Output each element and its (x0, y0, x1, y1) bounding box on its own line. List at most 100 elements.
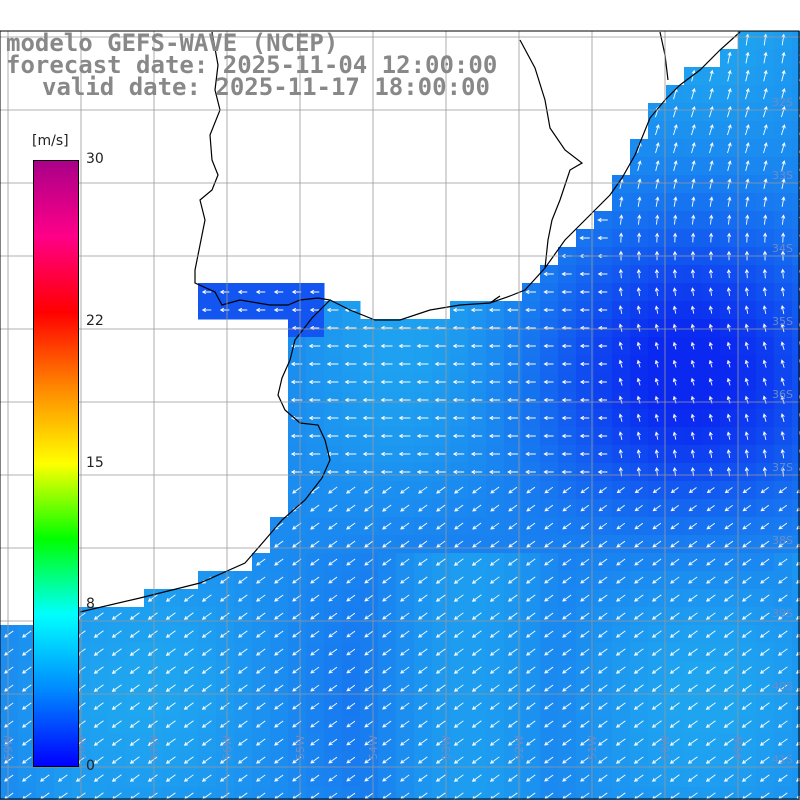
wind-arrow (434, 415, 447, 421)
wind-arrow (417, 594, 428, 602)
wind-arrow (201, 720, 212, 728)
wind-arrow (777, 774, 788, 782)
wind-arrow (561, 397, 572, 403)
wind-arrow (525, 379, 536, 385)
wind-arrow (526, 540, 536, 548)
wind-arrow (544, 756, 554, 764)
wind-arrow (654, 449, 659, 458)
wind-cell (792, 625, 800, 644)
wind-arrow (741, 684, 752, 692)
wind-arrow (763, 69, 768, 82)
wind-arrow (183, 720, 194, 728)
wind-arrow (745, 160, 750, 172)
wind-arrow (219, 648, 230, 656)
wind-arrow (93, 738, 104, 746)
wind-arrow (435, 648, 446, 656)
wind-arrow (777, 684, 788, 692)
wind-arrow (472, 504, 482, 512)
wind-arrow (673, 196, 678, 207)
wind-arrow (544, 486, 554, 494)
wind-arrow (544, 738, 554, 746)
wind-cell (792, 535, 800, 554)
wind-arrow (328, 558, 338, 566)
wind-arrow (762, 341, 767, 350)
wind-arrow (544, 594, 554, 602)
wind-cell (198, 787, 217, 800)
wind-arrow (562, 720, 572, 728)
wind-arrow (274, 612, 284, 620)
wind-arrow (762, 431, 767, 441)
wind-arrow (4, 774, 14, 782)
wind-arrow (762, 377, 767, 386)
wind-arrow (452, 415, 465, 421)
wind-arrow (507, 738, 518, 746)
wind-cell (792, 391, 800, 410)
wind-arrow (544, 720, 554, 728)
wind-arrow (489, 666, 500, 674)
wind-arrow (310, 576, 320, 584)
wind-arrow (777, 594, 788, 602)
wind-arrow (724, 576, 734, 584)
wind-arrow (129, 702, 140, 710)
wind-arrow (525, 451, 536, 457)
wind-arrow (471, 612, 482, 620)
wind-arrow (452, 343, 465, 349)
graticule (0, 31, 800, 800)
wind-arrow (237, 738, 248, 746)
wind-arrow (708, 269, 713, 279)
wind-arrow (777, 720, 788, 728)
wind-arrow (147, 630, 158, 638)
wind-arrow (417, 720, 428, 728)
wind-arrow (670, 504, 679, 512)
wind-arrow (508, 486, 518, 494)
wind-arrow (580, 720, 590, 728)
wind-arrow (706, 576, 716, 584)
wind-arrow (691, 160, 696, 171)
wind-arrow (418, 522, 428, 530)
wind-arrow (346, 594, 356, 602)
wind-arrow (597, 702, 608, 710)
wind-arrow (598, 522, 608, 530)
wind-arrow (597, 451, 608, 457)
wind-arrow (615, 666, 626, 674)
wind-arrow (416, 397, 429, 403)
wind-arrow (708, 359, 713, 368)
wind-arrow (723, 774, 734, 782)
wind-arrow (744, 449, 749, 459)
wind-arrow (147, 756, 158, 764)
wind-arrow (346, 522, 356, 530)
wind-cell (90, 787, 109, 800)
wind-cell (738, 787, 757, 800)
wind-arrow (129, 738, 140, 746)
wind-arrow (309, 307, 320, 313)
wind-arrow (346, 666, 356, 674)
wind-arrow (507, 720, 518, 728)
wind-arrow (745, 196, 750, 207)
wind-arrow (598, 379, 607, 385)
wind-arrow (508, 540, 518, 548)
latitude-label: 41S (772, 753, 793, 766)
wind-cell (792, 661, 800, 680)
wind-cell (792, 301, 800, 320)
latitude-label: 38S (772, 534, 793, 547)
wind-arrow (507, 397, 518, 403)
wind-arrow (237, 720, 248, 728)
wind-arrow (507, 666, 518, 674)
wind-arrow (435, 666, 446, 674)
wind-arrow (705, 594, 716, 602)
wind-arrow (708, 287, 713, 296)
wind-arrow (39, 774, 50, 782)
wind-arrow (165, 612, 176, 620)
wind-arrow (544, 540, 554, 548)
longitude-label: 54W (367, 735, 380, 760)
wind-arrow (778, 486, 787, 494)
wind-arrow (380, 433, 393, 439)
wind-arrow (380, 469, 393, 475)
wind-arrow (562, 648, 572, 656)
wind-arrow (453, 738, 464, 746)
wind-arrow (763, 196, 768, 207)
wind-arrow (763, 142, 768, 154)
wind-arrow (454, 540, 464, 548)
wind-arrow (777, 612, 788, 620)
wind-arrow (507, 343, 518, 349)
